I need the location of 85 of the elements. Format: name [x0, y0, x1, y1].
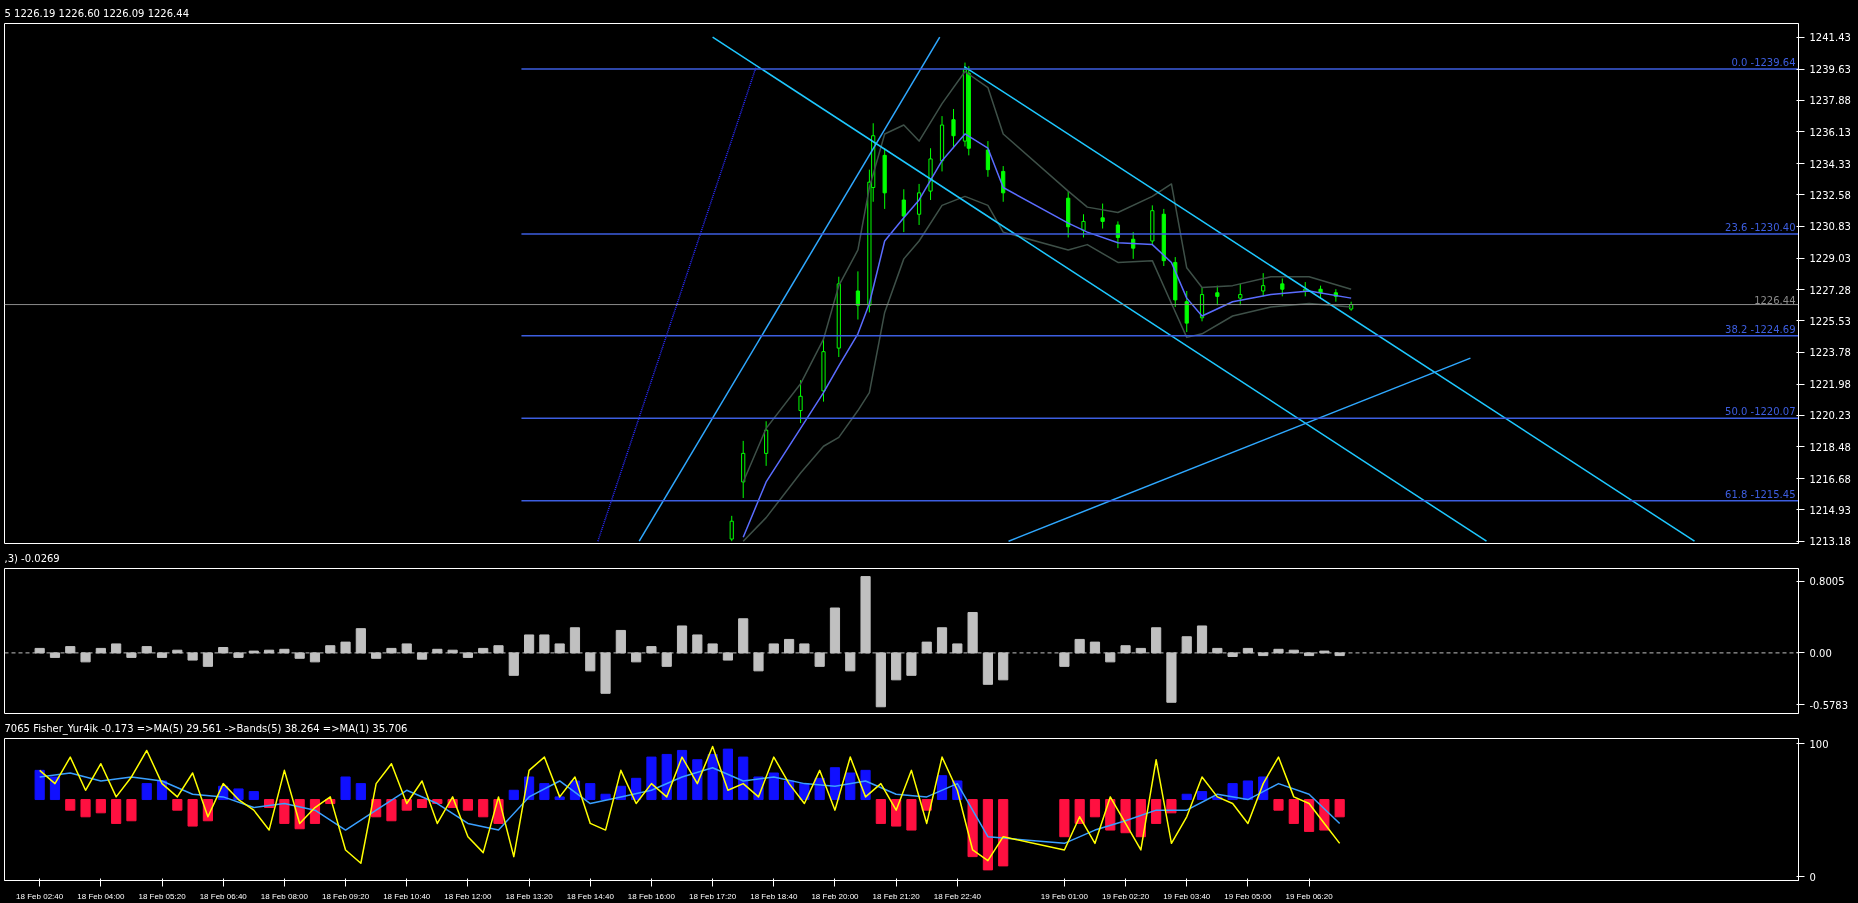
- x-tick-label: 19 Feb 01:00: [1040, 891, 1089, 901]
- y-tick-label: 1236.13: [1809, 126, 1851, 138]
- x-tick-label: 18 Feb 02:40: [16, 891, 64, 901]
- y-tick-label: 1234.33: [1809, 158, 1851, 170]
- y-tick-label: 1220.23: [1809, 410, 1851, 422]
- bar: [722, 748, 733, 801]
- bar: [707, 753, 718, 801]
- bar: [738, 756, 749, 801]
- x-tick-label: 19 Feb 05:00: [1224, 891, 1273, 901]
- y-tick-label: 1214.93: [1809, 504, 1851, 516]
- y-tick-label: 1232.58: [1809, 189, 1851, 201]
- bar: [34, 769, 45, 801]
- bar: [478, 799, 489, 818]
- x-tick-label: 18 Feb 20:00: [811, 891, 860, 901]
- bar: [600, 793, 611, 801]
- y-tick-label: 0.00: [1809, 647, 1832, 659]
- x-tick-label: 18 Feb 05:20: [138, 891, 187, 901]
- y-tick-label: 1230.83: [1809, 221, 1851, 233]
- y-tick-label: 1213.18: [1809, 536, 1851, 548]
- x-tick-label: 18 Feb 08:00: [260, 891, 309, 901]
- bar: [768, 772, 779, 801]
- bar: [646, 756, 657, 801]
- bar: [340, 776, 351, 801]
- x-tick-label: 18 Feb 16:00: [627, 891, 676, 901]
- bar: [80, 799, 91, 818]
- bar: [386, 799, 397, 822]
- bar: [416, 799, 428, 809]
- x-tick-label: 18 Feb 06:40: [199, 891, 248, 901]
- x-tick-label: 18 Feb 12:00: [444, 891, 493, 901]
- x-tick-label: 18 Feb 09:20: [321, 891, 370, 901]
- y-tick-label: 1239.63: [1809, 64, 1851, 76]
- x-tick-label: 18 Feb 22:40: [933, 891, 982, 901]
- bar: [279, 799, 290, 824]
- y-tick-label: 1221.98: [1809, 379, 1851, 391]
- bar: [585, 783, 596, 801]
- series-label: 61.8 -1215.45: [1725, 488, 1796, 500]
- chart-title: 5 1226.19 1226.60 1226.09 1226.44: [4, 7, 189, 19]
- y-tick-label: 100: [1809, 738, 1829, 750]
- y-tick-label: 1216.68: [1809, 473, 1851, 485]
- y-tick-label: 1227.28: [1809, 284, 1851, 296]
- ref-line-label: 1226.44: [1754, 294, 1796, 306]
- y-tick-label: 1237.88: [1809, 95, 1851, 107]
- x-tick-label: 18 Feb 17:20: [689, 891, 737, 901]
- y-tick-label: 1218.48: [1809, 441, 1851, 453]
- bar: [126, 799, 137, 822]
- y-tick-label: 1241.43: [1809, 32, 1851, 44]
- series-label: 0.0 -1239.64: [1731, 57, 1796, 68]
- y-tick-label: 1223.78: [1809, 347, 1851, 359]
- y-tick-label: -0.5783: [1809, 699, 1849, 711]
- bar: [982, 799, 993, 871]
- bar: [998, 799, 1009, 867]
- x-tick-label: 19 Feb 06:20: [1285, 891, 1334, 901]
- bar: [172, 799, 183, 811]
- y-tick-label: 1225.53: [1809, 315, 1851, 327]
- chart-title: ,3) -0.0269: [4, 552, 60, 564]
- series-label: 23.6 -1230.40: [1725, 221, 1796, 233]
- bar: [462, 799, 473, 811]
- x-tick-label: 18 Feb 18:40: [750, 891, 798, 901]
- bar: [875, 799, 886, 824]
- x-tick-label: 18 Feb 21:20: [872, 891, 921, 901]
- bar: [508, 789, 519, 801]
- bar: [248, 791, 259, 801]
- x-tick-label: 18 Feb 13:20: [505, 891, 554, 901]
- y-tick-label: 0: [1809, 871, 1816, 883]
- bar: [554, 796, 565, 801]
- series-label: 38.2 -1224.69: [1725, 323, 1796, 335]
- bar: [845, 772, 856, 801]
- bar: [95, 799, 106, 814]
- x-tick-label: 18 Feb 10:40: [383, 891, 431, 901]
- x-tick-label: 19 Feb 03:40: [1163, 891, 1211, 901]
- bar: [49, 776, 61, 801]
- bar: [906, 799, 917, 831]
- series-label: 50.0 -1220.07: [1725, 406, 1796, 418]
- bar: [187, 799, 198, 827]
- bar: [111, 799, 122, 824]
- bar: [141, 783, 152, 801]
- y-tick-label: 1229.03: [1809, 253, 1851, 265]
- x-tick-label: 19 Feb 02:20: [1101, 891, 1150, 901]
- bar: [355, 783, 366, 801]
- bar: [65, 799, 76, 811]
- chart-title: 7065 Fisher_Yur4ik -0.173 =>MA(5) 29.561 ->Bands(5) 38.264 =>MA(1) 35.706: [4, 722, 408, 735]
- x-tick-label: 18 Feb 04:00: [77, 891, 125, 901]
- y-tick-label: 0.8005: [1809, 576, 1845, 588]
- bar: [936, 775, 948, 801]
- x-tick-label: 18 Feb 14:40: [566, 891, 615, 901]
